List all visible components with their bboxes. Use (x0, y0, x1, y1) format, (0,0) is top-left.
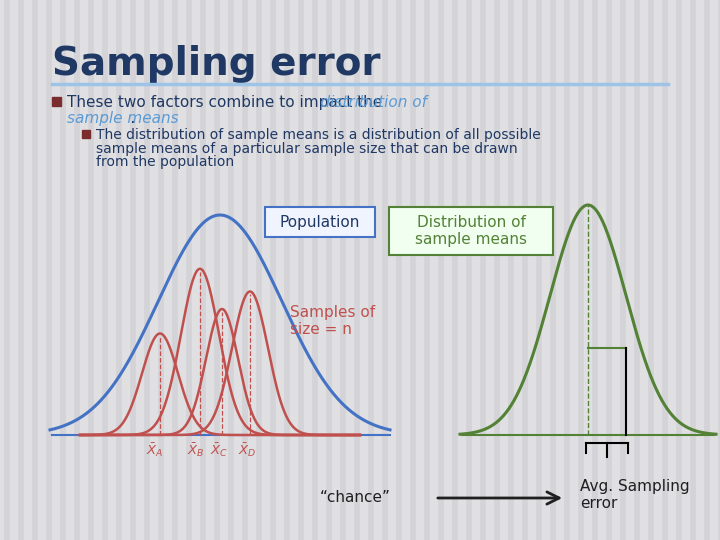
FancyBboxPatch shape (265, 207, 375, 237)
Text: $\bar{X}_C$: $\bar{X}_C$ (210, 441, 228, 458)
Text: The distribution of sample means is a distribution of all possible: The distribution of sample means is a di… (96, 128, 541, 142)
Text: $\bar{X}_B$: $\bar{X}_B$ (187, 441, 204, 458)
Text: Distribution of
sample means: Distribution of sample means (415, 215, 527, 247)
Text: These two factors combine to impact the: These two factors combine to impact the (67, 95, 387, 110)
Text: $\bar{X}_D$: $\bar{X}_D$ (238, 441, 256, 458)
Text: “chance”: “chance” (320, 490, 390, 505)
Bar (82, 130, 90, 138)
Text: Samples of
size = n: Samples of size = n (290, 305, 375, 338)
Text: distribution of: distribution of (67, 95, 427, 110)
Text: sample means of a particular sample size that can be drawn: sample means of a particular sample size… (96, 141, 518, 156)
Text: from the population: from the population (96, 155, 234, 169)
Text: .: . (67, 111, 135, 126)
Text: Sampling error: Sampling error (52, 45, 380, 83)
Text: sample means: sample means (67, 111, 179, 126)
Text: Population: Population (280, 214, 360, 230)
Text: Avg. Sampling
error: Avg. Sampling error (580, 479, 690, 511)
Text: $\bar{X}_A$: $\bar{X}_A$ (146, 441, 163, 458)
Bar (52, 97, 61, 106)
FancyBboxPatch shape (389, 207, 553, 255)
